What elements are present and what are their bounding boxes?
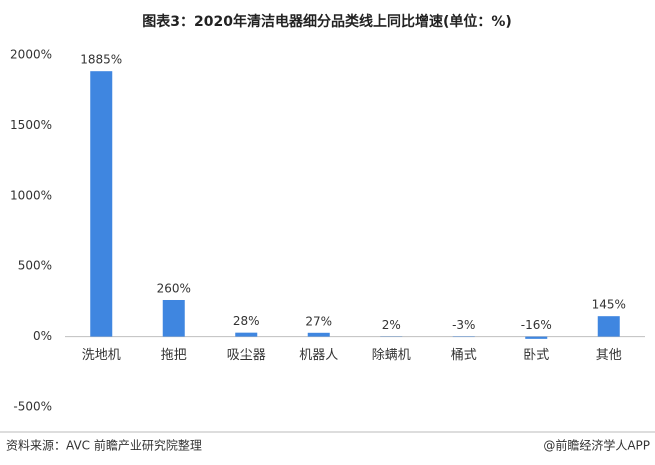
y-tick-label: 2000% [10,48,52,62]
bar [307,332,330,337]
x-tick-label: 洗地机 [82,348,121,363]
bar [90,71,113,337]
value-label: 27% [305,314,332,328]
y-tick-label: -500% [13,400,52,414]
bar [597,316,620,337]
source-note: 资料来源：AVC 前瞻产业研究院整理 [6,438,202,453]
x-tick-label: 卧式 [523,348,549,363]
value-label: 2% [382,318,401,332]
bar [235,332,258,337]
x-tick-label: 桶式 [451,348,477,363]
value-label: 28% [233,314,260,328]
value-label: 1885% [80,53,122,67]
credit: @前瞻经济学人APP [543,438,650,453]
value-label: 145% [592,298,626,312]
y-tick-label: 0% [33,329,52,343]
chart-title: 图表3：2020年清洁电器细分品类线上同比增速(单位：%) [142,13,512,30]
x-tick-label: 拖把 [161,348,187,363]
bar [162,299,185,337]
x-tick-label: 吸尘器 [227,348,266,363]
y-tick-label: 1000% [10,188,52,202]
y-tick-label: 500% [18,259,52,273]
value-label: -16% [521,318,552,332]
bar [525,336,548,339]
value-label: 260% [157,281,191,295]
value-label: -3% [452,318,475,332]
y-tick-label: 1500% [10,118,52,132]
x-tick-label: 除螨机 [372,348,411,363]
x-tick-label: 其他 [596,348,622,363]
x-tick-label: 机器人 [299,348,338,363]
